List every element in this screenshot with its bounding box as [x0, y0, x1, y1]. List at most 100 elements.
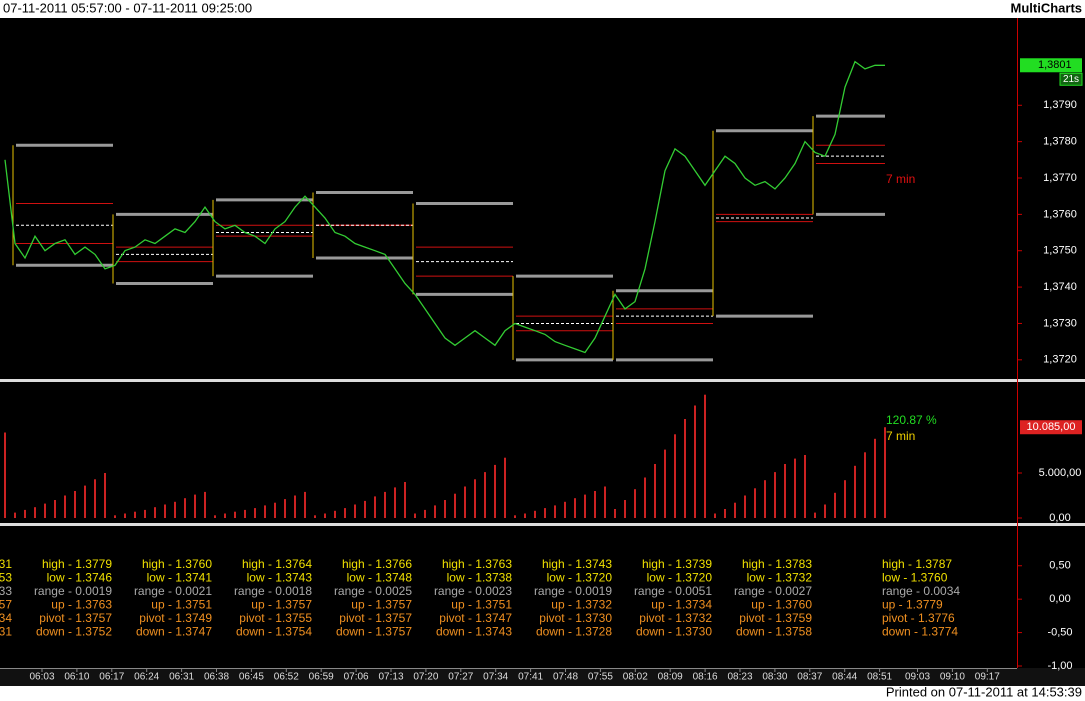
time-label: 06:24: [134, 672, 159, 683]
block-label: low - 1.3732: [747, 571, 813, 585]
volume-bar: [354, 504, 356, 518]
block-label: high - 1.3763: [442, 557, 512, 571]
volume-bar: [444, 500, 446, 518]
time-label: 07:48: [553, 672, 578, 683]
block-label: 53: [0, 571, 12, 585]
block-label: down - 1.3752: [36, 625, 112, 639]
volume-bar: [164, 504, 166, 518]
block-label: pivot - 1.3776: [882, 611, 955, 625]
volume-bar: [704, 394, 706, 518]
time-label: 06:10: [64, 672, 89, 683]
block-label: up - 1.3751: [151, 598, 212, 612]
volume-bar: [104, 473, 106, 518]
volume-bar: [294, 495, 296, 518]
block-label: up - 1.3734: [651, 598, 712, 612]
block-label: up - 1.3732: [551, 598, 612, 612]
volume-bar: [544, 508, 546, 518]
volume-bar: [794, 458, 796, 518]
block-label: down - 1.3774: [882, 625, 958, 639]
volume-bar: [484, 472, 486, 518]
last-value: 10.085,00: [1027, 421, 1076, 433]
block-label: range - 0.0019: [534, 584, 612, 598]
date-range: 07-11-2011 05:57:00 - 07-11-2011 09:25:0…: [3, 0, 252, 15]
volume-bar: [244, 509, 246, 518]
block-label: pivot - 1.3749: [139, 611, 212, 625]
y-tick-label: 1,3730: [1043, 317, 1077, 329]
y-tick-label: -1,00: [1047, 660, 1072, 672]
block-label: high - 1.3764: [242, 557, 312, 571]
volume-bar: [44, 503, 46, 518]
block-label: 31: [0, 557, 12, 571]
volume-bar: [184, 498, 186, 518]
block-label: range - 0.0021: [134, 584, 212, 598]
volume-bar: [204, 491, 206, 518]
last-price: 1,3801: [1038, 59, 1072, 71]
volume-bar: [624, 500, 626, 518]
volume-bar: [474, 479, 476, 518]
volume-bar: [564, 501, 566, 518]
y-tick-label: 1,3750: [1043, 245, 1077, 257]
block-label: pivot - 1.3755: [239, 611, 312, 625]
volume-bar: [834, 492, 836, 518]
volume-bar: [34, 507, 36, 518]
block-label: high - 1.3739: [642, 557, 712, 571]
block-label: pivot - 1.3759: [739, 611, 812, 625]
y-tick-label: 5.000,00: [1039, 467, 1082, 479]
block-label: 57: [0, 598, 12, 612]
time-label: 09:10: [940, 672, 965, 683]
volume-bar: [454, 493, 456, 518]
volume-bar: [574, 498, 576, 518]
volume-bar: [494, 464, 496, 518]
volume-bar: [654, 464, 656, 518]
y-tick-label: 1,3770: [1043, 172, 1077, 184]
block-label: range - 0.0027: [734, 584, 812, 598]
block-label: high - 1.3760: [142, 557, 212, 571]
volume-bar: [594, 491, 596, 518]
volume-bar: [714, 513, 716, 518]
time-label: 06:45: [239, 672, 264, 683]
block-label: up - 1.3751: [451, 598, 512, 612]
time-label: 07:06: [344, 672, 369, 683]
volume-bar: [64, 495, 66, 518]
percent: 120.87 %: [886, 413, 937, 427]
time-label: 06:03: [29, 672, 54, 683]
block-label: pivot - 1.3757: [39, 611, 112, 625]
block-label: high - 1.3766: [342, 557, 412, 571]
volume-bar: [24, 509, 26, 518]
volume-bar: [554, 505, 556, 518]
volume-bar: [374, 496, 376, 518]
volume-bar: [584, 494, 586, 518]
volume-bar: [404, 482, 406, 518]
time-label: 07:20: [413, 672, 438, 683]
y-tick-label: -0,50: [1047, 626, 1072, 638]
volume-bar: [414, 513, 416, 518]
block-label: down - 1.3730: [636, 625, 712, 639]
time-label: 06:59: [309, 672, 334, 683]
block-label: up - 1.3757: [251, 598, 312, 612]
annotation: 7 min: [886, 429, 915, 443]
volume-bar: [304, 491, 306, 518]
block-label: high - 1.3783: [742, 557, 812, 571]
time-label: 08:51: [867, 672, 892, 683]
volume-bar: [94, 479, 96, 518]
volume-bar: [124, 513, 126, 518]
y-tick-label: 1,3720: [1043, 354, 1077, 366]
volume-bar: [774, 472, 776, 518]
volume-bar: [754, 488, 756, 518]
time-label: 07:27: [448, 672, 473, 683]
time-label: 08:30: [762, 672, 787, 683]
block-label: low - 1.3741: [147, 571, 213, 585]
volume-bar: [334, 510, 336, 518]
y-tick-label: 1,3780: [1043, 136, 1077, 148]
block-label: pivot - 1.3747: [439, 611, 512, 625]
time-label: 06:38: [204, 672, 229, 683]
block-label: up - 1.3760: [751, 598, 812, 612]
time-label: 06:52: [274, 672, 299, 683]
block-label: down - 1.3743: [436, 625, 512, 639]
block-label: high - 1.3743: [542, 557, 612, 571]
time-label: 09:17: [975, 672, 1000, 683]
volume-bar: [724, 509, 726, 518]
block-label: high - 1.3787: [882, 557, 952, 571]
volume-bar: [464, 486, 466, 518]
time-label: 07:55: [588, 672, 613, 683]
